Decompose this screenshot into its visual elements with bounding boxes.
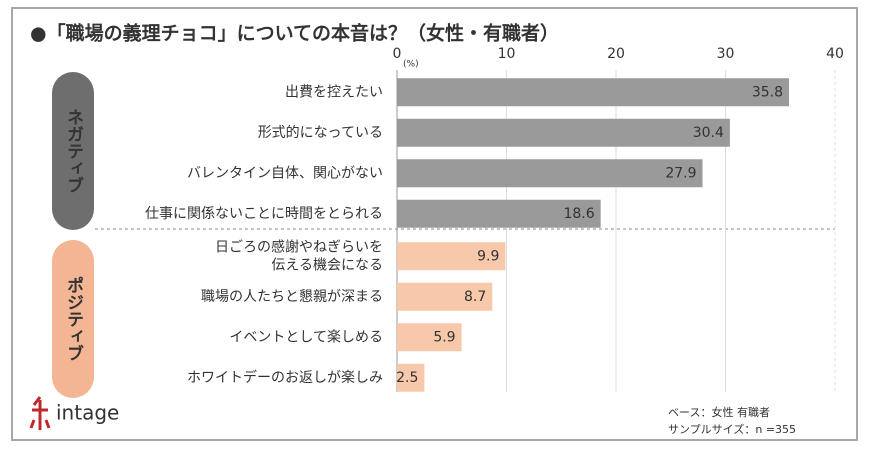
- x-tick-label: 30: [717, 46, 735, 62]
- category-label: 出費を控えたい: [285, 84, 383, 100]
- bar: [397, 323, 462, 352]
- value-label: 9.9: [477, 248, 499, 264]
- category-label: 日ごろの感謝やねぎらいを伝える機会になる: [215, 238, 383, 273]
- group-label: ネガティブ: [63, 108, 83, 193]
- note: サンプルサイズ：n =355: [668, 422, 796, 436]
- logo-text: intage: [56, 401, 119, 425]
- x-tick-label: 20: [607, 46, 625, 62]
- bar: [397, 78, 790, 107]
- note: ベース：女性 有職者: [668, 405, 770, 419]
- logo-mark: [29, 396, 51, 430]
- bar: [397, 242, 506, 271]
- x-tick-label: 10: [498, 46, 516, 62]
- bar: [397, 118, 730, 147]
- bar: [397, 159, 703, 188]
- value-label: 27.9: [665, 165, 696, 181]
- value-label: 5.9: [433, 329, 455, 345]
- bar: [397, 363, 425, 392]
- category-label: バレンタイン自体、関心がない: [187, 165, 383, 181]
- category-label: 形式的になっている: [258, 125, 383, 141]
- logo: intage: [29, 396, 119, 430]
- category-label: 仕事に関係ないことに時間をとられる: [145, 206, 383, 222]
- chart-title: ●「職場の義理チョコ」についての本音は？（女性・有職者）: [30, 22, 559, 45]
- value-label: 2.5: [396, 370, 418, 386]
- category-label: 職場の人たちと懇親が深まる: [201, 288, 383, 305]
- bar: [397, 199, 601, 228]
- x-tick-label: 0: [393, 46, 402, 62]
- value-label: 8.7: [464, 289, 486, 305]
- unit-label: (%): [403, 60, 419, 70]
- group-pill: [52, 240, 94, 398]
- value-label: 30.4: [693, 125, 724, 141]
- frame: [11, 7, 858, 441]
- category-label: イベントとして楽しめる: [229, 329, 383, 345]
- category-label: ホワイトデーのお返しが楽しみ: [187, 369, 383, 386]
- bar: [397, 282, 493, 311]
- value-label: 18.6: [563, 206, 594, 222]
- group-label: ポジティブ: [63, 275, 84, 361]
- x-tick-label: 40: [826, 46, 844, 62]
- value-label: 35.8: [752, 84, 783, 100]
- group-pill: [52, 72, 94, 230]
